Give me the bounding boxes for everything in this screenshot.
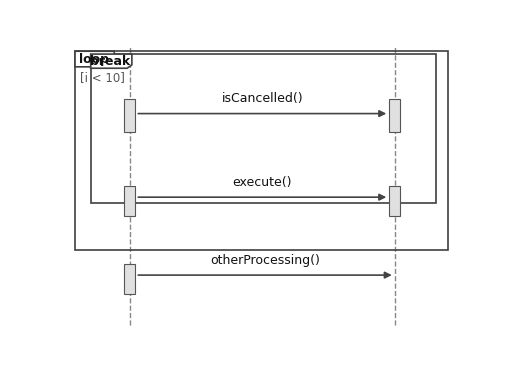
Polygon shape	[75, 51, 114, 67]
Text: execute(): execute()	[232, 176, 291, 189]
Bar	[124, 99, 135, 132]
Bar	[75, 51, 447, 250]
Bar	[90, 54, 435, 203]
Text: loop: loop	[79, 53, 109, 66]
Polygon shape	[90, 54, 132, 68]
Bar	[388, 186, 399, 216]
Text: [i < 10]: [i < 10]	[80, 71, 124, 84]
Bar	[124, 264, 135, 294]
Text: isCancelled(): isCancelled()	[221, 92, 302, 105]
Bar	[388, 99, 399, 132]
Text: break: break	[90, 55, 130, 68]
Text: otherProcessing(): otherProcessing()	[210, 254, 319, 266]
Bar	[124, 186, 135, 216]
